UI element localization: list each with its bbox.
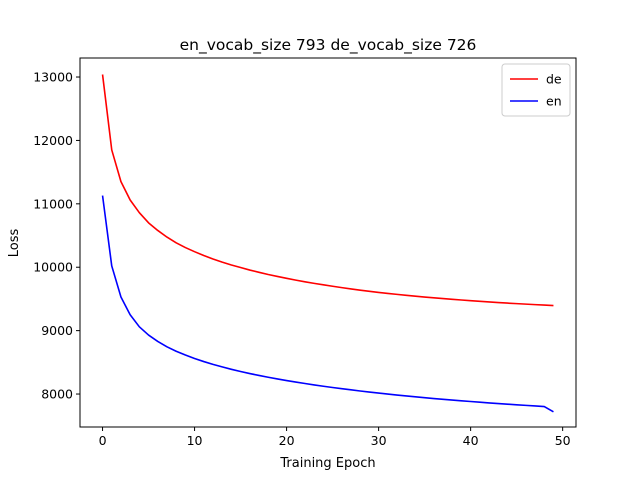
y-axis-label: Loss — [7, 229, 22, 258]
x-tick-label: 20 — [279, 433, 295, 448]
plot-area: 0 10 20 30 40 50 8000 9000 10000 11000 12000 13000 — [33, 70, 570, 448]
legend-box — [501, 63, 571, 117]
series-line-de — [101, 74, 554, 307]
y-tick-label: 10000 — [33, 260, 73, 275]
y-tick-label: 12000 — [33, 133, 73, 148]
axes-frame — [79, 57, 577, 428]
x-tick-label: 40 — [463, 433, 479, 448]
legend: de en — [501, 63, 571, 117]
y-tick-label: 11000 — [33, 196, 73, 211]
x-tick-label: 10 — [187, 433, 203, 448]
x-tick-label: 50 — [555, 433, 571, 448]
y-tick-label: 9000 — [41, 323, 73, 338]
series-line-en — [101, 195, 554, 413]
y-tick-label: 8000 — [41, 387, 73, 402]
x-tick-label: 30 — [371, 433, 387, 448]
legend-label-de: de — [546, 72, 562, 87]
x-tick-label: 0 — [99, 433, 107, 448]
y-tick-label: 13000 — [33, 70, 73, 85]
legend-label-en: en — [546, 94, 562, 109]
x-axis-label: Training Epoch — [279, 456, 375, 471]
chart-title: en_vocab_size 793 de_vocab_size 726 — [180, 36, 477, 55]
